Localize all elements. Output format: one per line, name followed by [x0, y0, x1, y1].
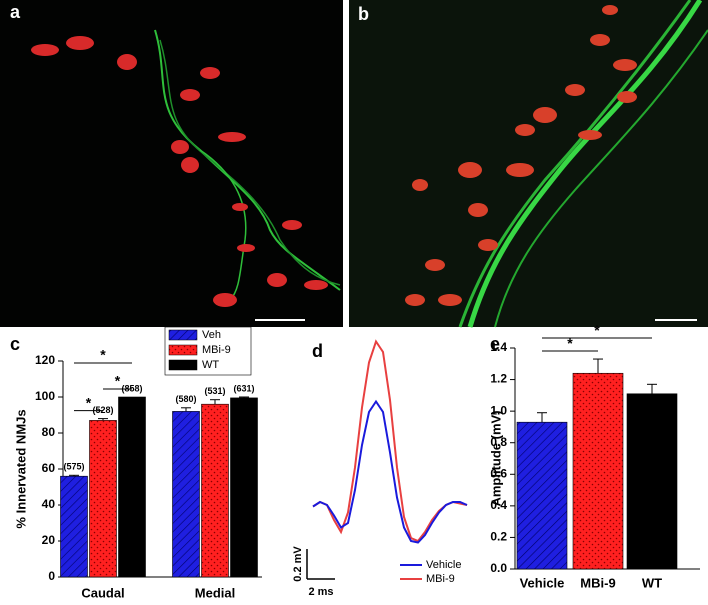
n-label: (528)	[92, 405, 113, 415]
n-label: (631)	[233, 383, 254, 393]
y-tick-label: 0	[48, 569, 55, 583]
legend-label: Vehicle	[426, 559, 461, 571]
panel-label: e	[490, 334, 500, 354]
x-tick-label: Vehicle	[520, 575, 565, 590]
y-axis-label: Amplitude (mV)	[488, 410, 503, 506]
panel-label: a	[10, 2, 21, 22]
panel-label: b	[358, 4, 369, 24]
panel-label: c	[10, 334, 20, 354]
micrograph-b	[349, 0, 708, 328]
y-tick-label: 120	[35, 353, 55, 367]
n-label: (858)	[121, 383, 142, 393]
scale-bar-label: 2 ms	[308, 586, 333, 598]
bar	[118, 396, 146, 578]
y-axis-label: % Innervated NMJs	[13, 409, 28, 528]
x-tick-label: WT	[642, 575, 662, 590]
bar	[516, 421, 568, 570]
n-label: (575)	[63, 462, 84, 472]
y-tick-label: 80	[42, 425, 56, 439]
y-tick-label: 60	[42, 461, 56, 475]
legend: Veh MBi-9 WT	[164, 326, 252, 376]
bar	[626, 393, 678, 570]
y-tick-label: 20	[42, 533, 56, 547]
panel-label: d	[312, 341, 323, 361]
bar	[230, 397, 258, 578]
significance-label: *	[115, 373, 121, 389]
significance-label: *	[594, 322, 600, 338]
y-tick-label: 0.2	[490, 530, 507, 544]
x-tick-label: Caudal	[81, 585, 124, 600]
legend-label: MBi-9	[202, 344, 231, 356]
y-tick-label: 0.4	[490, 498, 507, 512]
micrograph-a	[0, 0, 343, 327]
significance-label: *	[86, 394, 92, 410]
n-label: (531)	[204, 386, 225, 396]
significance-label: *	[567, 335, 573, 351]
legend-label: MBi-9	[426, 573, 455, 585]
y-tick-label: 1.4	[490, 340, 507, 354]
bar	[60, 475, 88, 578]
y-tick-label: 1.0	[490, 403, 507, 417]
x-tick-label: Medial	[195, 585, 235, 600]
n-label: (580)	[175, 394, 196, 404]
legend-label: Veh	[202, 329, 221, 341]
significance-label: *	[100, 347, 106, 363]
legend-label: WT	[202, 359, 219, 371]
trace	[312, 399, 468, 544]
bar	[89, 420, 117, 578]
trace	[312, 339, 468, 543]
bar	[201, 403, 229, 578]
bar	[172, 411, 200, 578]
legend-swatch	[168, 344, 198, 356]
y-tick-label: 0.8	[490, 435, 507, 449]
y-tick-label: 100	[35, 389, 55, 403]
y-tick-label: 0.0	[490, 561, 507, 575]
bar	[572, 372, 624, 570]
x-tick-label: MBi-9	[580, 575, 615, 590]
y-tick-label: 40	[42, 497, 56, 511]
y-tick-label: 1.2	[490, 372, 507, 386]
y-tick-label: 0.6	[490, 466, 507, 480]
scale-bar-label: 0.2 mV	[292, 546, 304, 582]
legend-swatch	[168, 329, 198, 341]
legend-swatch	[168, 359, 198, 371]
